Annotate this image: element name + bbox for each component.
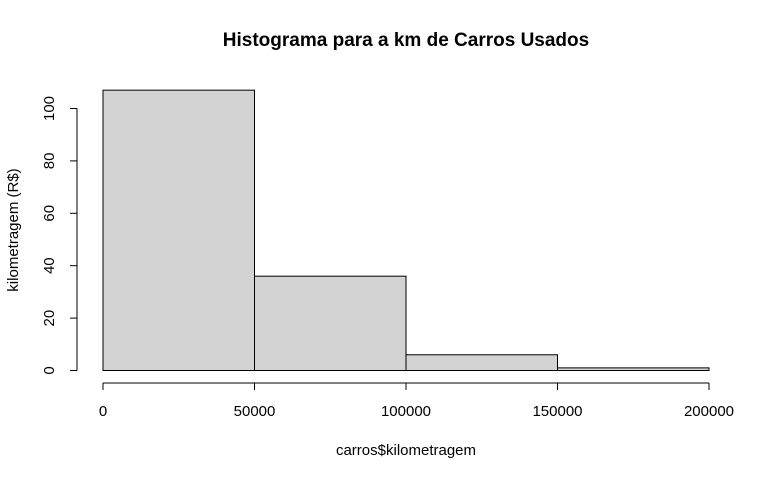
y-tick-label: 60 xyxy=(41,205,58,222)
x-tick-label: 150000 xyxy=(532,403,582,420)
x-axis: 0 50000 100000 150000 200000 xyxy=(99,382,734,420)
x-tick-label: 50000 xyxy=(234,403,276,420)
y-tick-label: 20 xyxy=(41,310,58,327)
y-tick-label: 80 xyxy=(41,153,58,170)
y-axis: 0 20 40 60 80 100 xyxy=(41,96,78,375)
histogram-bar-0 xyxy=(102,89,255,371)
y-tick-label: 100 xyxy=(41,96,58,121)
x-tick-label: 0 xyxy=(99,403,107,420)
y-tick-label: 0 xyxy=(41,366,58,374)
y-axis-label: kilometragem (R$) xyxy=(5,168,22,291)
histogram-bar-1 xyxy=(254,275,407,371)
x-axis-label: carros$kilometragem xyxy=(336,442,476,459)
histogram-bars xyxy=(102,89,710,372)
histogram-bar-3 xyxy=(557,367,710,372)
x-tick-label: 100000 xyxy=(381,403,431,420)
y-tick-label: 40 xyxy=(41,257,58,274)
chart-title: Histograma para a km de Carros Usados xyxy=(223,30,589,51)
x-tick-label: 200000 xyxy=(684,403,734,420)
histogram-bar-2 xyxy=(405,354,558,371)
